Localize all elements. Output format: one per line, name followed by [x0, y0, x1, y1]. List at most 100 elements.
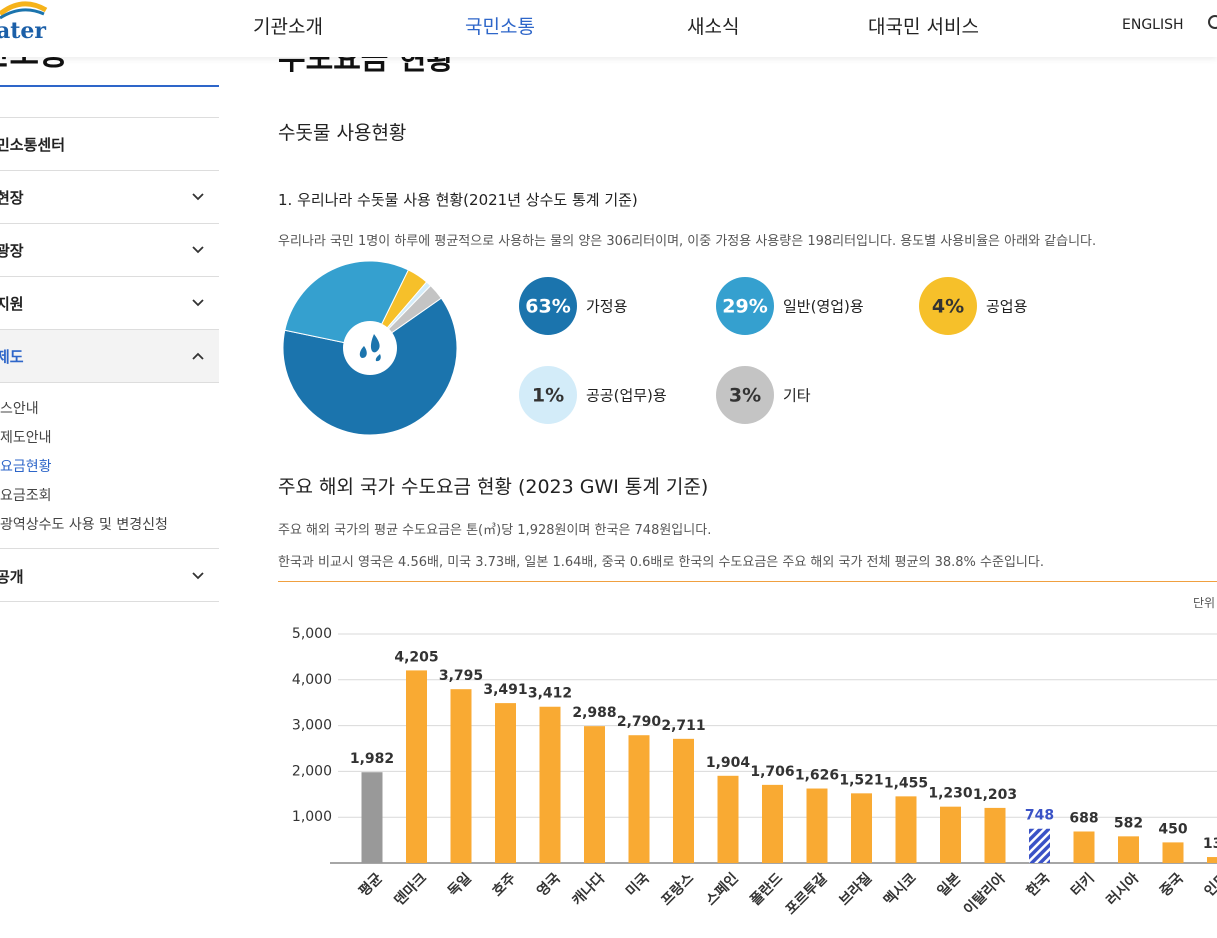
sidebar: 민소통 민소통센터 현장 광장 지원 제도 스안내 제도안내 요금현황 요금조회… — [0, 0, 219, 938]
legend-badge — [519, 366, 577, 424]
x-tick-label: 중국 — [1157, 870, 1187, 900]
bar-value-label: 130 — [1203, 836, 1217, 852]
bar — [539, 706, 561, 863]
y-tick-label: 1,000 — [292, 809, 332, 825]
bar — [406, 670, 427, 863]
legend-value: 29% — [722, 296, 767, 318]
x-tick-label: 독일 — [445, 870, 475, 900]
bar-value-label: 688 — [1069, 810, 1098, 826]
x-tick-label: 캐나다 — [570, 870, 609, 909]
bar — [361, 772, 383, 863]
logo[interactable]: ater — [0, 18, 47, 44]
nav-item[interactable]: 기관소개 — [253, 16, 323, 38]
bar — [584, 726, 605, 863]
divider — [0, 329, 219, 330]
bar-value-label: 1,203 — [973, 787, 1017, 803]
bar — [673, 738, 694, 863]
menu-item-active[interactable]: 제도 — [0, 348, 24, 366]
menu-item[interactable]: 공개 — [0, 568, 24, 586]
divider — [0, 548, 219, 549]
menu-item[interactable]: 현장 — [0, 189, 24, 207]
bar-value-label: 3,491 — [483, 682, 527, 698]
divider — [0, 117, 219, 118]
y-tick-label: 4,000 — [292, 672, 332, 688]
legend-label: 일반(영업)용 — [783, 298, 864, 316]
chevron-down — [192, 193, 204, 201]
legend-value: 63% — [525, 296, 570, 318]
bar-value-label: 4,205 — [394, 649, 438, 665]
y-tick-label: 5,000 — [292, 626, 332, 642]
bar-value-label: 1,982 — [350, 751, 394, 767]
x-tick-label: 덴마크 — [392, 870, 431, 909]
subheading: 1. 우리나라 수돗물 사용 현황(2021년 상수도 통계 기준) — [278, 191, 638, 209]
bar-value-label: 1,706 — [750, 764, 794, 780]
x-tick-label: 미국 — [623, 870, 653, 900]
legend-badge — [919, 277, 977, 335]
divider — [0, 382, 219, 383]
bar-value-label: 1,230 — [928, 786, 973, 802]
menu-item[interactable]: 지원 — [0, 295, 24, 313]
bar-value-label: 2,988 — [572, 705, 616, 721]
bar — [984, 807, 1006, 863]
legend-label: 기타 — [783, 387, 811, 405]
x-tick-label: 터키 — [1068, 870, 1098, 900]
section-heading: 주요 해외 국가 수도요금 현황 (2023 GWI 통계 기준) — [278, 476, 709, 498]
section-heading: 수돗물 사용현황 — [278, 122, 407, 144]
bar-value-label: 582 — [1114, 815, 1143, 831]
search-icon[interactable] — [1205, 14, 1217, 34]
menu-item[interactable]: 민소통센터 — [0, 136, 66, 154]
paragraph: 주요 해외 국가의 평균 수도요금은 톤(㎥)당 1,928원이며 한국은 74… — [278, 523, 712, 538]
y-tick-label: 3,000 — [292, 718, 332, 734]
legend-value: 1% — [532, 385, 564, 407]
english-link[interactable]: ENGLISH — [1122, 17, 1184, 33]
legend-label: 공공(업무)용 — [586, 387, 667, 405]
logo-arc — [0, 1, 48, 20]
bar — [1162, 842, 1184, 863]
legend-label: 가정용 — [586, 298, 627, 316]
nav-item-active[interactable]: 국민소통 — [465, 16, 535, 38]
bar — [450, 689, 472, 863]
x-tick-label: 폴란드 — [747, 870, 786, 909]
legend-value: 4% — [932, 296, 964, 318]
menu-item[interactable]: 광장 — [0, 242, 24, 260]
x-tick-label: 한국 — [1024, 870, 1054, 900]
pie-center — [343, 321, 397, 375]
bar-value-label: 2,711 — [661, 718, 705, 734]
bar — [1207, 857, 1217, 863]
x-tick-label: 평균 — [355, 870, 385, 900]
legend-label: 공업용 — [986, 298, 1027, 316]
water-icon — [359, 334, 381, 362]
paragraph: 우리나라 국민 1명이 하루에 평균적으로 사용하는 물의 양은 306리터이며… — [278, 234, 1097, 249]
x-tick-label: 브라질 — [837, 870, 876, 909]
x-tick-label: 이탈리아 — [960, 870, 1009, 919]
bar-value-label: 3,412 — [528, 686, 572, 702]
paragraph: 한국과 비교시 영국은 4.56배, 미국 3.73배, 일본 1.64배, 중… — [278, 555, 1044, 570]
x-tick-label: 포르투갈 — [783, 870, 831, 918]
sidebar-title-underline — [0, 85, 219, 87]
legend-value: 3% — [729, 385, 761, 407]
bar — [495, 703, 516, 863]
submenu-item[interactable]: 광역상수도 사용 및 변경신청 — [0, 517, 168, 533]
x-tick-label: 러시아 — [1103, 870, 1142, 909]
x-tick-label: 영국 — [533, 870, 563, 900]
bar-value-label: 450 — [1158, 821, 1187, 837]
submenu-item[interactable]: 제도안내 — [0, 430, 52, 446]
submenu-item[interactable]: 스안내 — [0, 401, 39, 417]
chevron-up — [192, 352, 204, 360]
nav-item[interactable]: 대국민 서비스 — [868, 16, 979, 38]
divider — [0, 223, 219, 224]
x-tick-label: 멕시코 — [880, 870, 919, 909]
bar — [1118, 836, 1139, 863]
legend-badge — [716, 366, 774, 424]
bar-value-label: 2,790 — [617, 714, 662, 730]
submenu-item[interactable]: 요금조회 — [0, 488, 52, 504]
chevron-down — [192, 572, 204, 580]
bar-value-label: 748 — [1025, 808, 1054, 824]
submenu-item-active[interactable]: 요금현황 — [0, 459, 52, 475]
bar-value-label: 1,904 — [706, 755, 751, 771]
legend-badge — [716, 277, 774, 335]
nav-item[interactable]: 새소식 — [687, 16, 740, 38]
x-tick-label: 호주 — [490, 870, 520, 900]
